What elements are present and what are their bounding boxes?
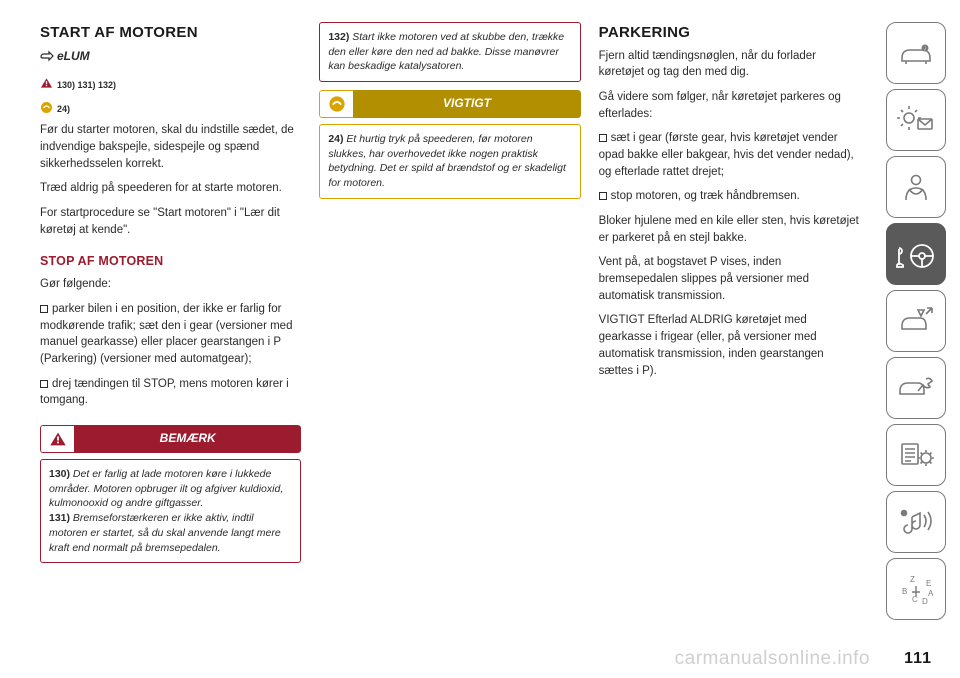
heading-start-motor: START AF MOTOREN xyxy=(40,22,301,44)
rail-vehicle-info-icon[interactable]: i xyxy=(886,22,946,84)
rail-lights-messages-icon[interactable] xyxy=(886,89,946,151)
paragraph: For startprocedure se "Start motoren" i … xyxy=(40,205,301,238)
bullet-text: sæt i gear (første gear, hvis køretøjet … xyxy=(599,132,854,177)
paragraph: VIGTIGT Efterlad ALDRIG køretøjet med ge… xyxy=(599,312,860,379)
paragraph: Bloker hjulene med en kile eller sten, h… xyxy=(599,213,860,246)
square-bullet-icon xyxy=(599,134,607,142)
remark-label: BEMÆRK xyxy=(74,425,301,453)
ref-24: 24) xyxy=(328,133,343,145)
paragraph: Gå videre som følger, når køretøjet park… xyxy=(599,89,860,122)
ref-130: 130) xyxy=(49,468,70,480)
bullet-text: parker bilen i en position, der ikke er … xyxy=(40,303,292,365)
bullet-text: drej tændingen til STOP, mens motoren kø… xyxy=(40,378,289,407)
ref-132-text: Start ikke motoren ved at skubbe den, tr… xyxy=(328,31,564,72)
important-ref: 24) xyxy=(57,103,70,116)
square-bullet-icon xyxy=(599,192,607,200)
bullet-item: sæt i gear (første gear, hvis køretøjet … xyxy=(599,130,860,180)
column-2: 132) Start ikke motoren ved at skubbe de… xyxy=(319,22,580,652)
paragraph: Før du starter motoren, skal du indstill… xyxy=(40,122,301,172)
bullet-item: parker bilen i en position, der ikke er … xyxy=(40,301,301,368)
elum-link: eLUM xyxy=(40,48,301,65)
column-3: PARKERING Fjern altid tændingsnøglen, nå… xyxy=(599,22,860,652)
rail-emergency-icon[interactable] xyxy=(886,290,946,352)
ref-131: 131) xyxy=(49,512,70,524)
pointer-icon xyxy=(40,50,54,62)
rail-maintenance-icon[interactable] xyxy=(886,357,946,419)
heading-stop-motor: STOP AF MOTOREN xyxy=(40,252,301,270)
rail-technical-data-icon[interactable] xyxy=(886,424,946,486)
bullet-item: stop motoren, og træk håndbremsen. xyxy=(599,188,860,205)
ref-130-text: Det er farlig at lade motoren køre i luk… xyxy=(49,468,283,509)
elum-label: eLUM xyxy=(57,48,90,65)
warning-triangle-icon xyxy=(40,77,53,93)
svg-text:B: B xyxy=(902,587,907,596)
manual-page: START AF MOTOREN eLUM 130) 131) 132) 24)… xyxy=(40,22,860,652)
bullet-item: drej tændingen til STOP, mens motoren kø… xyxy=(40,376,301,409)
warning-refs-line: 130) 131) 132) xyxy=(40,77,301,93)
warning-refs: 130) 131) 132) xyxy=(57,79,116,92)
important-ref-line: 24) xyxy=(40,101,301,118)
rail-index-icon[interactable]: Z E B A CD xyxy=(886,558,946,620)
rail-safety-icon[interactable] xyxy=(886,156,946,218)
ref-132: 132) xyxy=(328,31,349,43)
watermark-text: carmanualsonline.info xyxy=(675,648,870,670)
rail-multimedia-icon[interactable] xyxy=(886,491,946,553)
important-circle-icon xyxy=(40,101,53,118)
page-number: 111 xyxy=(904,650,932,668)
remark-box-132: 132) Start ikke motoren ved at skubbe de… xyxy=(319,22,580,82)
paragraph: Fjern altid tændingsnøglen, når du forla… xyxy=(599,48,860,81)
remark-header: BEMÆRK xyxy=(40,425,301,453)
svg-text:C: C xyxy=(912,595,918,604)
square-bullet-icon xyxy=(40,305,48,313)
svg-text:Z: Z xyxy=(910,575,915,584)
column-1: START AF MOTOREN eLUM 130) 131) 132) 24)… xyxy=(40,22,301,652)
svg-text:A: A xyxy=(928,589,934,598)
heading-parking: PARKERING xyxy=(599,22,860,44)
svg-text:E: E xyxy=(926,579,931,588)
ref-24-text: Et hurtig tryk på speederen, før motoren… xyxy=(328,133,566,189)
section-rail: i Z E B A CD xyxy=(886,22,946,625)
bullet-text: stop motoren, og træk håndbremsen. xyxy=(611,190,800,202)
paragraph: Vent på, at bogstavet P vises, inden bre… xyxy=(599,254,860,304)
warning-triangle-icon xyxy=(40,425,74,453)
svg-text:D: D xyxy=(922,597,928,606)
ref-131-text: Bremseforstærkeren er ikke aktiv, indtil… xyxy=(49,512,281,553)
important-box: 24) Et hurtig tryk på speederen, før mot… xyxy=(319,124,580,199)
important-header: VIGTIGT xyxy=(319,90,580,118)
paragraph: Træd aldrig på speederen for at starte m… xyxy=(40,180,301,197)
important-label: VIGTIGT xyxy=(353,90,580,118)
important-circle-icon xyxy=(319,90,353,118)
paragraph: Gør følgende: xyxy=(40,276,301,293)
rail-starting-driving-icon[interactable] xyxy=(886,223,946,285)
remark-box: 130) Det er farlig at lade motoren køre … xyxy=(40,459,301,563)
square-bullet-icon xyxy=(40,380,48,388)
